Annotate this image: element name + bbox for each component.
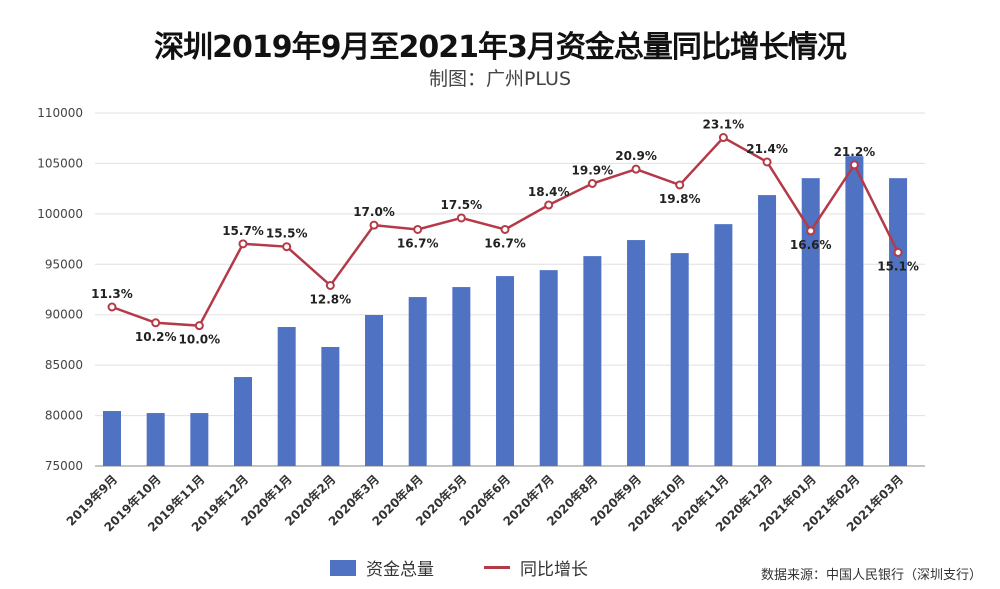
y-tick-label: 85000 xyxy=(45,358,83,372)
legend-bar-swatch xyxy=(330,559,356,576)
line-point xyxy=(893,247,903,257)
line-point xyxy=(151,318,161,328)
chart-title: 深圳2019年9月至2021年3月资金总量同比增长情况 xyxy=(154,30,847,65)
y-tick-label: 80000 xyxy=(45,409,83,423)
data-label: 10.0% xyxy=(179,333,221,347)
data-label: 16.6% xyxy=(790,238,832,252)
data-label: 19.8% xyxy=(659,192,701,206)
line-point xyxy=(194,321,204,331)
data-label: 10.2% xyxy=(135,330,177,344)
data-label: 12.8% xyxy=(310,292,352,306)
line-point xyxy=(675,180,685,190)
bar xyxy=(670,253,689,466)
data-label: 20.9% xyxy=(615,149,657,163)
bar xyxy=(801,178,820,466)
data-label: 15.1% xyxy=(877,259,919,273)
line-point xyxy=(238,239,248,249)
legend: 资金总量 同比增长 xyxy=(330,555,588,580)
bar xyxy=(277,327,296,466)
data-label: 21.2% xyxy=(834,145,876,159)
line-point xyxy=(325,280,335,290)
y-tick-label: 110000 xyxy=(37,106,83,120)
bar xyxy=(627,240,646,466)
y-tick-label: 75000 xyxy=(45,459,83,473)
bar xyxy=(190,413,209,466)
bar xyxy=(103,411,121,466)
legend-bar-label: 资金总量 xyxy=(366,560,434,580)
y-tick-label: 105000 xyxy=(37,156,83,170)
data-label: 21.4% xyxy=(746,142,788,156)
bar xyxy=(146,413,165,466)
bar xyxy=(714,224,733,466)
bar xyxy=(889,178,908,466)
data-label: 15.7% xyxy=(222,224,264,238)
bar xyxy=(234,377,253,466)
line-point xyxy=(456,213,466,223)
data-label: 23.1% xyxy=(703,118,745,132)
y-tick-label: 90000 xyxy=(45,308,83,322)
y-tick-label: 95000 xyxy=(45,257,83,271)
data-label: 17.0% xyxy=(353,205,395,219)
line-point xyxy=(107,302,117,312)
bar xyxy=(408,297,427,466)
bar xyxy=(758,195,777,466)
data-label: 11.3% xyxy=(91,287,133,301)
line-point xyxy=(369,220,379,230)
data-label: 16.7% xyxy=(397,236,439,250)
data-label: 19.9% xyxy=(572,164,614,178)
bar xyxy=(845,156,864,466)
data-label: 15.5% xyxy=(266,227,308,241)
legend-line-label: 同比增长 xyxy=(520,560,588,580)
legend-line-swatch xyxy=(484,566,510,569)
data-label: 17.5% xyxy=(441,198,483,212)
line-point xyxy=(587,179,597,189)
line-point xyxy=(762,157,772,167)
data-label: 16.7% xyxy=(484,236,526,250)
chart-subtitle: 制图：广州PLUS xyxy=(428,68,572,90)
bar xyxy=(583,256,602,466)
y-tick-label: 100000 xyxy=(37,207,83,221)
bar xyxy=(365,315,384,466)
line-point xyxy=(806,226,816,236)
line-point xyxy=(631,164,641,174)
line-point xyxy=(282,242,292,252)
data-source: 数据来源：中国人民银行（深圳支行） xyxy=(760,568,982,583)
bar xyxy=(539,270,558,466)
bar xyxy=(496,276,515,466)
bar xyxy=(452,287,471,466)
line-point xyxy=(413,224,423,234)
line-point xyxy=(500,224,510,234)
line-point xyxy=(544,200,554,210)
bar xyxy=(321,346,340,466)
line-point xyxy=(849,160,859,170)
line-point xyxy=(718,133,728,143)
data-label: 18.4% xyxy=(528,185,570,199)
